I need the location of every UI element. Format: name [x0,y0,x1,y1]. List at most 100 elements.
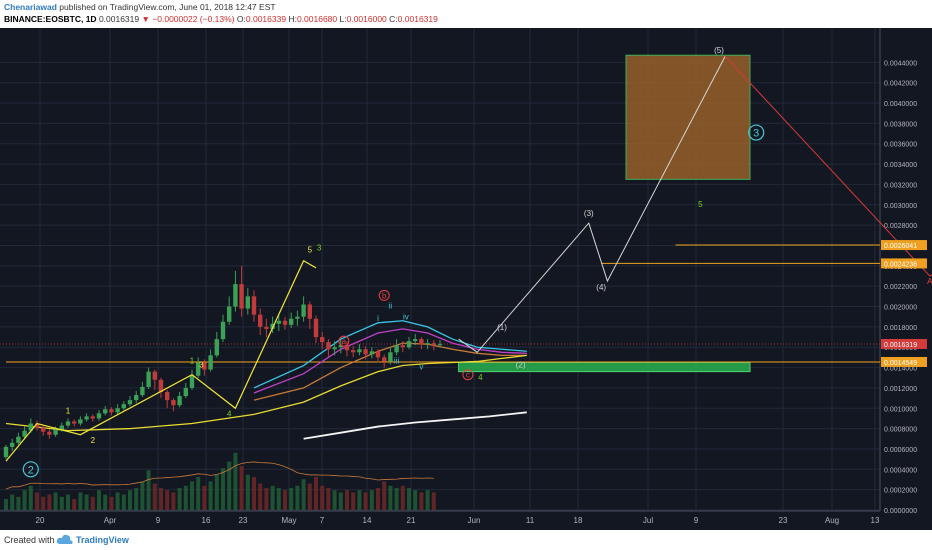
wave-label: 2 [91,436,96,445]
wave-label: c [466,371,470,380]
price-change: −0.0000022 (−0.13%) [152,14,235,24]
target-box [625,54,751,180]
x-tick-label: 21 [407,516,416,525]
volume-bar [382,481,387,510]
x-tick-label: Apr [104,516,117,525]
volume-bar [332,490,337,510]
volume-bar [239,466,244,510]
candle-body [165,391,170,401]
close-label: C: [389,14,398,24]
price-tag-label: 0.0024236 [884,261,917,268]
candle-body [357,349,362,353]
candle-body [214,339,219,356]
wave-label: 5 [308,246,313,255]
volume-bar [326,488,331,510]
volume-bar [121,494,126,510]
volume-bar [4,499,8,510]
wave-line-red [724,55,932,277]
open-value: 0.0016339 [245,14,287,24]
candle-body [363,349,368,355]
wave-label: 3 [317,244,322,253]
candle-body [10,442,15,447]
wave-line-yellow [5,259,317,462]
candle-body [16,436,21,443]
candle-body [282,320,288,325]
wave-label: 5 [698,200,703,209]
candle-body [320,337,325,343]
last-price: 0.0016319 [98,14,140,24]
candle-body [394,345,399,353]
high-label: H: [288,14,297,24]
volume-ma-line [5,461,434,490]
wave-label: (2) [516,361,526,370]
x-tick-label: 9 [156,516,161,525]
volume-bar [301,479,306,510]
wave-label: (1) [497,323,507,332]
wave-circle-label: 3 [753,128,759,140]
y-tick-label: 0.0004000 [884,467,917,474]
volume-bar [376,488,380,510]
x-tick-label: Jul [643,516,653,525]
y-axis-panel [880,28,932,530]
low-value: 0.0016000 [346,14,387,24]
volume-bar [10,494,15,510]
candle-body [3,446,9,458]
candle-body [270,323,275,329]
volume-bar [140,481,145,510]
candle-body [146,371,151,387]
x-tick-label: May [281,516,296,525]
ma-line-cyan [253,320,527,389]
candle-body [109,409,114,413]
volume-bar [227,461,232,510]
grid-lines [0,28,880,511]
candle-body [233,284,238,307]
author-name[interactable]: Chenariawad [4,2,57,12]
wave-label: 4 [478,373,483,382]
wave-line-white [458,56,726,353]
candle-body [90,416,95,419]
wave-label: 3 [199,361,204,370]
wave-label: a [342,337,347,346]
candle-body [127,400,133,405]
volume-bar [270,485,275,510]
low-label: L: [339,14,347,24]
wave-label: (3) [584,209,594,218]
volume-bar [115,492,120,510]
volume-bar [171,492,176,510]
volume-bar [90,496,95,510]
candle-body [65,421,71,426]
price-chart[interactable]: 0.0044000 0.0042000 0.0040000 0.0038000 0.00… [0,28,932,530]
volume-bar [419,492,424,510]
open-label: O: [236,14,246,24]
volume-bar [363,492,368,510]
y-tick-label: 0.0002000 [884,488,917,495]
tradingview-brand[interactable]: TradingView [76,535,129,545]
candle-body [264,326,269,329]
volume-bar [425,490,430,510]
volume-bar [351,492,356,510]
candle-body [406,341,412,348]
candle-body [239,284,244,309]
candle-body [177,396,182,406]
y-tick-label: 0.0030000 [884,203,917,210]
candle-body [47,431,52,435]
chart-header: Chenariawad published on TradingView.com… [0,0,932,28]
volume-bar [72,499,77,510]
y-tick-label: 0.0022000 [884,284,917,291]
volume-bar [128,490,132,510]
x-tick-label: 23 [779,516,788,525]
candle-body [425,343,430,345]
volume-bar [190,481,194,510]
candle-body [140,386,145,396]
candles [3,265,443,460]
volume-bar [177,488,182,510]
volume-bar [221,468,225,510]
candle-body [332,347,337,350]
x-tick-label: 13 [871,516,880,525]
candle-body [251,296,257,315]
x-tick-label: 7 [320,516,325,525]
ma-line-yellow [5,354,527,432]
volume-bar [28,485,33,510]
x-tick-label: Aug [825,516,839,525]
wave-label: 1 [66,406,71,415]
